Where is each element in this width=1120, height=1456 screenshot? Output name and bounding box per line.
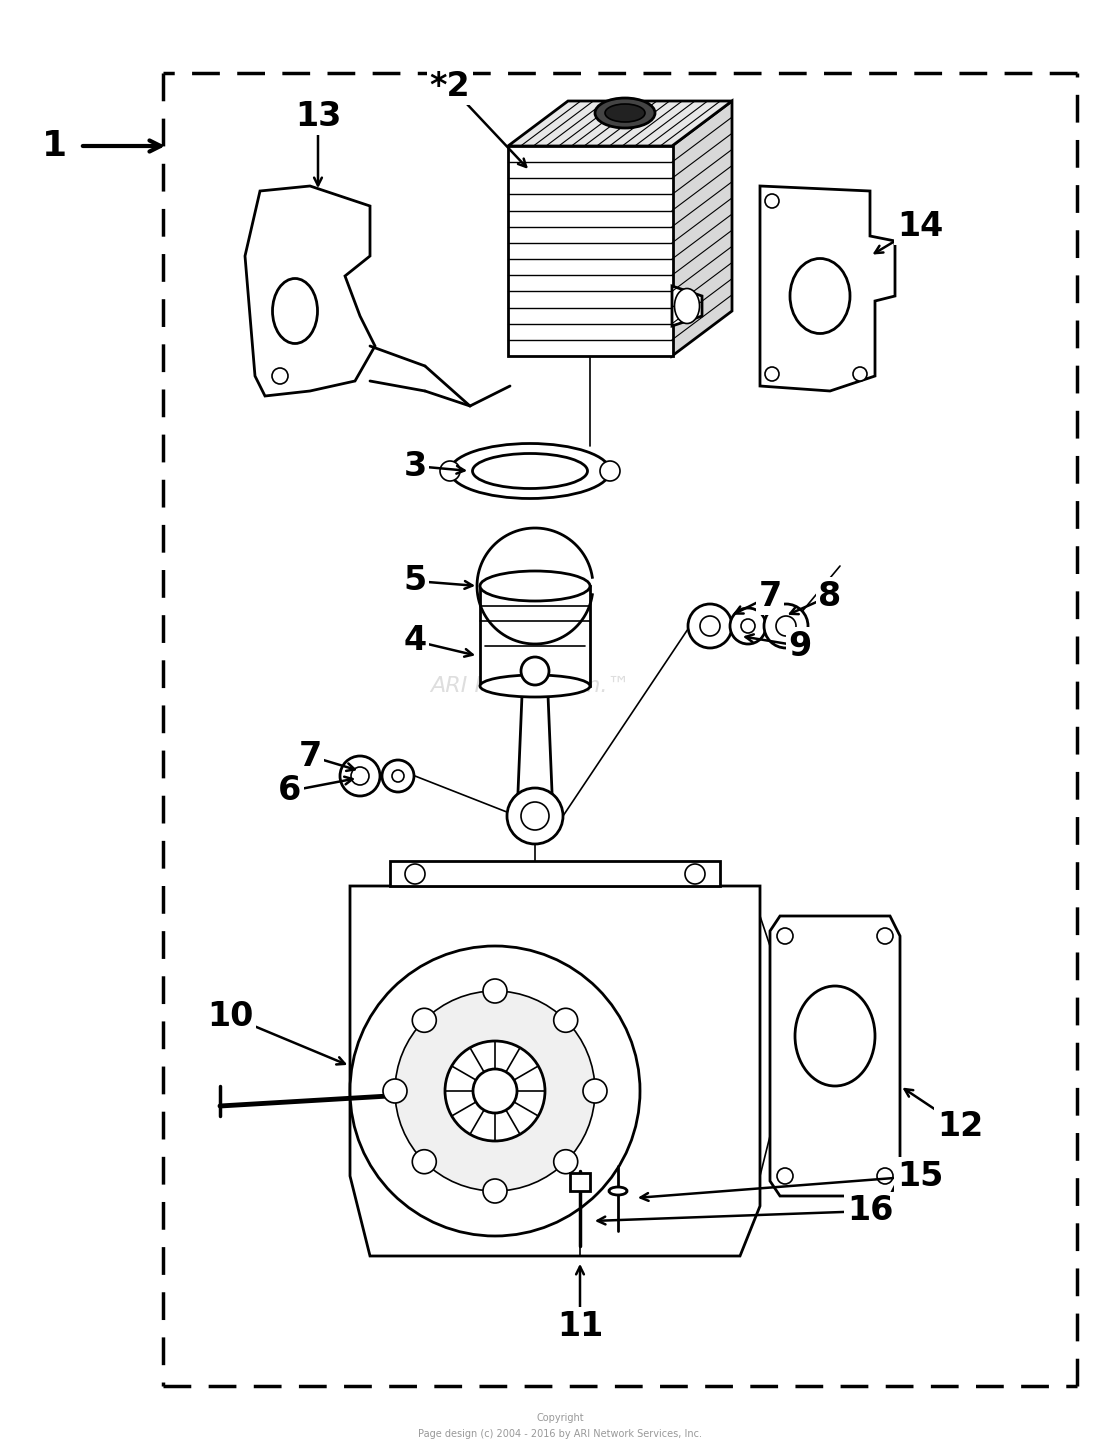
Circle shape <box>392 770 404 782</box>
Circle shape <box>483 1179 507 1203</box>
Polygon shape <box>672 100 732 357</box>
Text: 4: 4 <box>403 625 427 658</box>
Circle shape <box>600 462 620 480</box>
Circle shape <box>765 194 780 208</box>
Circle shape <box>395 992 595 1191</box>
Ellipse shape <box>473 453 588 489</box>
Text: 5: 5 <box>403 565 427 597</box>
Polygon shape <box>771 916 900 1195</box>
Text: ARI PartStream.™: ARI PartStream.™ <box>430 676 629 696</box>
Polygon shape <box>672 285 702 326</box>
Circle shape <box>764 604 808 648</box>
Polygon shape <box>760 186 895 392</box>
Ellipse shape <box>609 1187 627 1195</box>
Text: 14: 14 <box>897 210 943 243</box>
Circle shape <box>383 1079 407 1104</box>
Circle shape <box>777 1168 793 1184</box>
Circle shape <box>553 1009 578 1032</box>
Text: *2: *2 <box>430 70 470 102</box>
Text: 1: 1 <box>43 130 67 163</box>
Text: 9: 9 <box>788 629 812 662</box>
Circle shape <box>351 767 368 785</box>
Circle shape <box>521 802 549 830</box>
FancyBboxPatch shape <box>570 1174 590 1191</box>
Polygon shape <box>517 671 553 815</box>
Circle shape <box>440 462 460 480</box>
Circle shape <box>776 616 796 636</box>
Circle shape <box>730 609 766 644</box>
Circle shape <box>877 1168 893 1184</box>
Text: 12: 12 <box>936 1109 983 1143</box>
Polygon shape <box>508 100 732 146</box>
Ellipse shape <box>790 259 850 333</box>
Text: Page design (c) 2004 - 2016 by ARI Network Services, Inc.: Page design (c) 2004 - 2016 by ARI Netwo… <box>418 1428 702 1439</box>
Circle shape <box>473 1069 517 1112</box>
Polygon shape <box>349 887 760 1257</box>
FancyBboxPatch shape <box>480 585 590 686</box>
Text: 13: 13 <box>295 99 342 132</box>
Ellipse shape <box>605 103 645 122</box>
Ellipse shape <box>480 571 590 601</box>
Circle shape <box>553 1150 578 1174</box>
Circle shape <box>741 619 755 633</box>
Circle shape <box>584 1079 607 1104</box>
Ellipse shape <box>450 444 610 498</box>
Text: 15: 15 <box>897 1159 943 1192</box>
Circle shape <box>483 978 507 1003</box>
Circle shape <box>853 367 867 381</box>
Circle shape <box>445 1041 545 1142</box>
Circle shape <box>412 1009 437 1032</box>
Text: 8: 8 <box>819 579 841 613</box>
Text: 11: 11 <box>557 1309 604 1342</box>
Circle shape <box>877 927 893 943</box>
Ellipse shape <box>480 676 590 697</box>
Circle shape <box>477 529 592 644</box>
Text: 7: 7 <box>758 579 782 613</box>
Circle shape <box>349 946 640 1236</box>
Circle shape <box>700 616 720 636</box>
Text: 7: 7 <box>298 740 321 773</box>
Circle shape <box>765 367 780 381</box>
Circle shape <box>405 863 424 884</box>
Polygon shape <box>245 186 375 396</box>
Ellipse shape <box>795 986 875 1086</box>
Circle shape <box>685 863 704 884</box>
Text: Copyright: Copyright <box>536 1412 584 1423</box>
Ellipse shape <box>595 98 655 128</box>
FancyBboxPatch shape <box>508 146 673 357</box>
Text: 10: 10 <box>207 999 253 1032</box>
Circle shape <box>777 927 793 943</box>
Circle shape <box>382 760 414 792</box>
Ellipse shape <box>674 288 700 323</box>
Text: 16: 16 <box>847 1194 893 1227</box>
Circle shape <box>521 657 549 684</box>
Text: 3: 3 <box>403 450 427 482</box>
Circle shape <box>412 1150 437 1174</box>
Circle shape <box>340 756 380 796</box>
Text: 6: 6 <box>279 775 301 808</box>
Polygon shape <box>390 860 720 887</box>
Circle shape <box>507 788 563 844</box>
Circle shape <box>272 368 288 384</box>
Ellipse shape <box>272 278 317 344</box>
Circle shape <box>688 604 732 648</box>
